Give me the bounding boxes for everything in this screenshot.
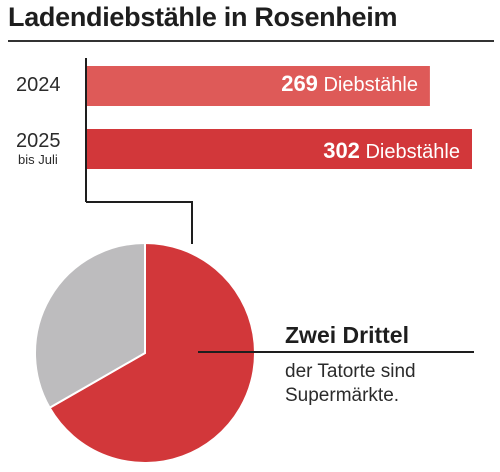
year-sublabel-2025: bis Juli [18, 152, 58, 167]
pie-annotation-rule [198, 351, 474, 353]
connector-line [86, 201, 193, 244]
bar-data-label-2024: 269 Diebstähle [281, 71, 418, 97]
chart-title: Ladendiebstähle in Rosenheim [8, 2, 398, 32]
pie-description: der Tatorte sind Supermärkte. [285, 360, 416, 408]
bar-data-label-2025: 302 Diebstähle [323, 138, 460, 164]
bar-value-2024: 269 [281, 71, 318, 96]
bar-2024 [87, 66, 430, 106]
pie-slice-supermarkets [48, 241, 256, 464]
year-label-2024: 2024 [16, 74, 61, 96]
bar-unit-2025: Diebstähle [365, 141, 460, 163]
pie-headline: Zwei Drittel [285, 322, 409, 348]
pie-group [34, 241, 256, 464]
pie-description-line-2: Supermärkte. [285, 385, 400, 406]
bar-2025 [87, 129, 472, 169]
year-label-2025: 2025 [16, 130, 61, 152]
bar-group [87, 66, 472, 169]
pie-description-line-1: der Tatorte sind [285, 361, 416, 382]
bar-unit-2024: Diebstähle [323, 74, 418, 96]
bar-value-2025: 302 [323, 138, 360, 163]
title-rule [8, 40, 494, 42]
pie-slice-other [34, 241, 146, 410]
